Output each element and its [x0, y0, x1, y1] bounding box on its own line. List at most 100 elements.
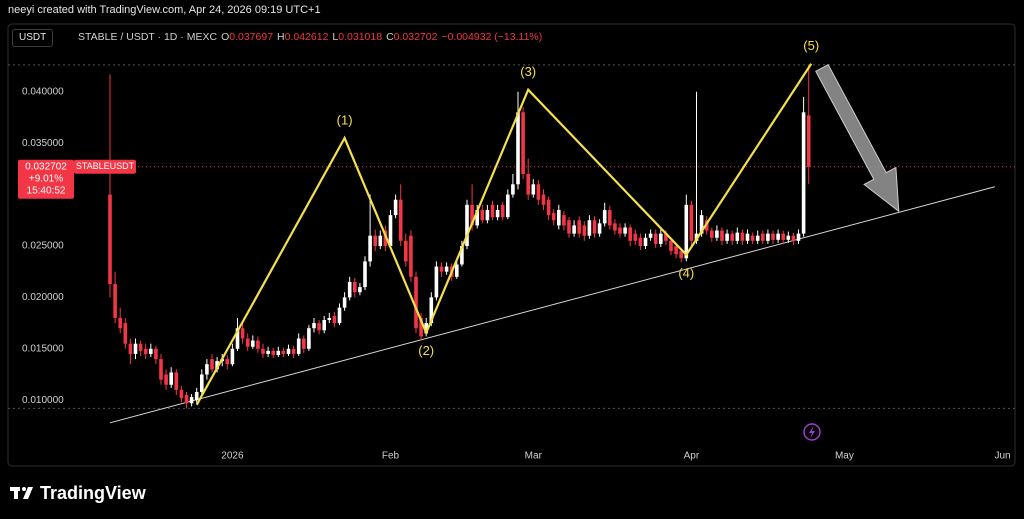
- candle-body: [174, 372, 179, 390]
- candle-body: [613, 223, 617, 231]
- candle-body: [516, 112, 520, 185]
- candle-body: [791, 235, 796, 241]
- candle-body: [271, 350, 275, 355]
- candle-body: [618, 227, 622, 234]
- candle-body: [235, 328, 240, 349]
- candle-body: [776, 233, 780, 240]
- candle-body: [730, 233, 734, 241]
- candle-body: [419, 317, 423, 337]
- price-tag-change: +9.01%: [29, 173, 63, 184]
- candle-body: [806, 115, 811, 167]
- currency-button[interactable]: USDT: [12, 29, 54, 47]
- candle-body: [439, 266, 444, 272]
- candle-body: [745, 233, 750, 241]
- candle-body: [674, 245, 678, 255]
- candle-body: [138, 343, 143, 351]
- candle-body: [169, 372, 173, 385]
- brand: TradingView: [40, 483, 146, 503]
- candle-body: [653, 233, 658, 244]
- candle-body: [322, 320, 326, 331]
- symbol: STABLE / USDT · 1D · MEXC: [78, 31, 218, 43]
- candle-body: [490, 204, 495, 218]
- x-tick-label: Feb: [382, 451, 400, 462]
- candle-body: [536, 184, 541, 200]
- candle-body: [108, 194, 112, 285]
- candle-body: [643, 237, 648, 246]
- candle-body: [526, 174, 530, 195]
- candle-body: [755, 235, 760, 241]
- price-tag: [18, 159, 74, 199]
- candle-body: [353, 281, 357, 293]
- candle-body: [541, 194, 546, 205]
- candle-body: [302, 338, 306, 349]
- x-tick-label: May: [835, 451, 854, 462]
- candle-body: [602, 209, 607, 224]
- candle-body: [393, 199, 398, 216]
- candle-body: [465, 204, 469, 246]
- candle-body: [495, 209, 500, 218]
- candle-body: [429, 297, 434, 324]
- candle-body: [480, 209, 485, 221]
- y-tick-label: 0.020000: [22, 292, 64, 303]
- wave-label: (3): [520, 64, 536, 79]
- ohlc-key: H: [277, 31, 285, 43]
- candle-body: [373, 235, 377, 246]
- wave-label: (2): [418, 343, 434, 358]
- ohlc-key: L: [332, 31, 339, 43]
- candle-body: [567, 220, 571, 234]
- candle-body: [378, 235, 383, 246]
- candle-body: [123, 323, 128, 344]
- candle-body: [608, 209, 612, 226]
- candle-body: [133, 343, 138, 354]
- legend: STABLE / USDT · 1D · MEXC O0.037697 H0.04…: [78, 31, 542, 43]
- change: −0.004932 (−13.11%): [441, 31, 543, 43]
- credit: neeyi created with TradingView.com, Apr …: [8, 4, 321, 16]
- candle-body: [572, 225, 576, 234]
- candle-body: [444, 266, 449, 272]
- candle-body: [225, 359, 230, 365]
- candle-body: [327, 317, 332, 320]
- price-tag-value: 0.032702: [25, 161, 67, 172]
- candle-body: [409, 235, 413, 277]
- candle-body: [582, 225, 587, 236]
- candle-body: [786, 235, 791, 240]
- ohlc-item: L0.031018: [332, 31, 382, 43]
- candle-body: [557, 209, 561, 226]
- candle-body: [546, 199, 551, 216]
- candle-body: [761, 233, 765, 241]
- candle-body: [710, 230, 714, 238]
- logo-mark: [10, 487, 33, 499]
- ohlc-key: C: [386, 31, 394, 43]
- candle-body: [296, 338, 301, 354]
- candle-body: [669, 240, 673, 252]
- symbol-tag: [74, 159, 136, 174]
- candle-body: [363, 261, 367, 288]
- x-tick-label: Jun: [994, 451, 1010, 462]
- y-tick-label: 0.035000: [22, 138, 64, 149]
- candle-body: [801, 112, 806, 234]
- y-tick-label: 0.010000: [22, 395, 64, 406]
- candle-body: [796, 233, 801, 241]
- candle-body: [143, 348, 148, 354]
- price-tag-countdown: 15:40:52: [27, 185, 66, 196]
- candle-body: [562, 215, 566, 226]
- candle-body: [531, 184, 536, 195]
- candle-body: [577, 220, 581, 234]
- symbol-tag-text: STABLEUSDT: [76, 161, 135, 171]
- candle-body: [740, 232, 745, 241]
- candle-body: [194, 391, 199, 401]
- down-arrow: [815, 64, 900, 213]
- candle-body: [771, 233, 775, 240]
- candle-body: [261, 348, 265, 354]
- candle-body: [388, 215, 393, 246]
- candle-body: [684, 204, 689, 259]
- candle-body: [470, 204, 474, 226]
- candle-body: [506, 194, 510, 218]
- candle-body: [750, 235, 755, 241]
- ohlc-item: O0.037697: [221, 31, 273, 43]
- candle-body: [266, 350, 270, 354]
- candle-body: [648, 233, 653, 238]
- candle-body: [251, 340, 255, 347]
- trendline: [109, 186, 995, 424]
- candle-body: [189, 397, 194, 404]
